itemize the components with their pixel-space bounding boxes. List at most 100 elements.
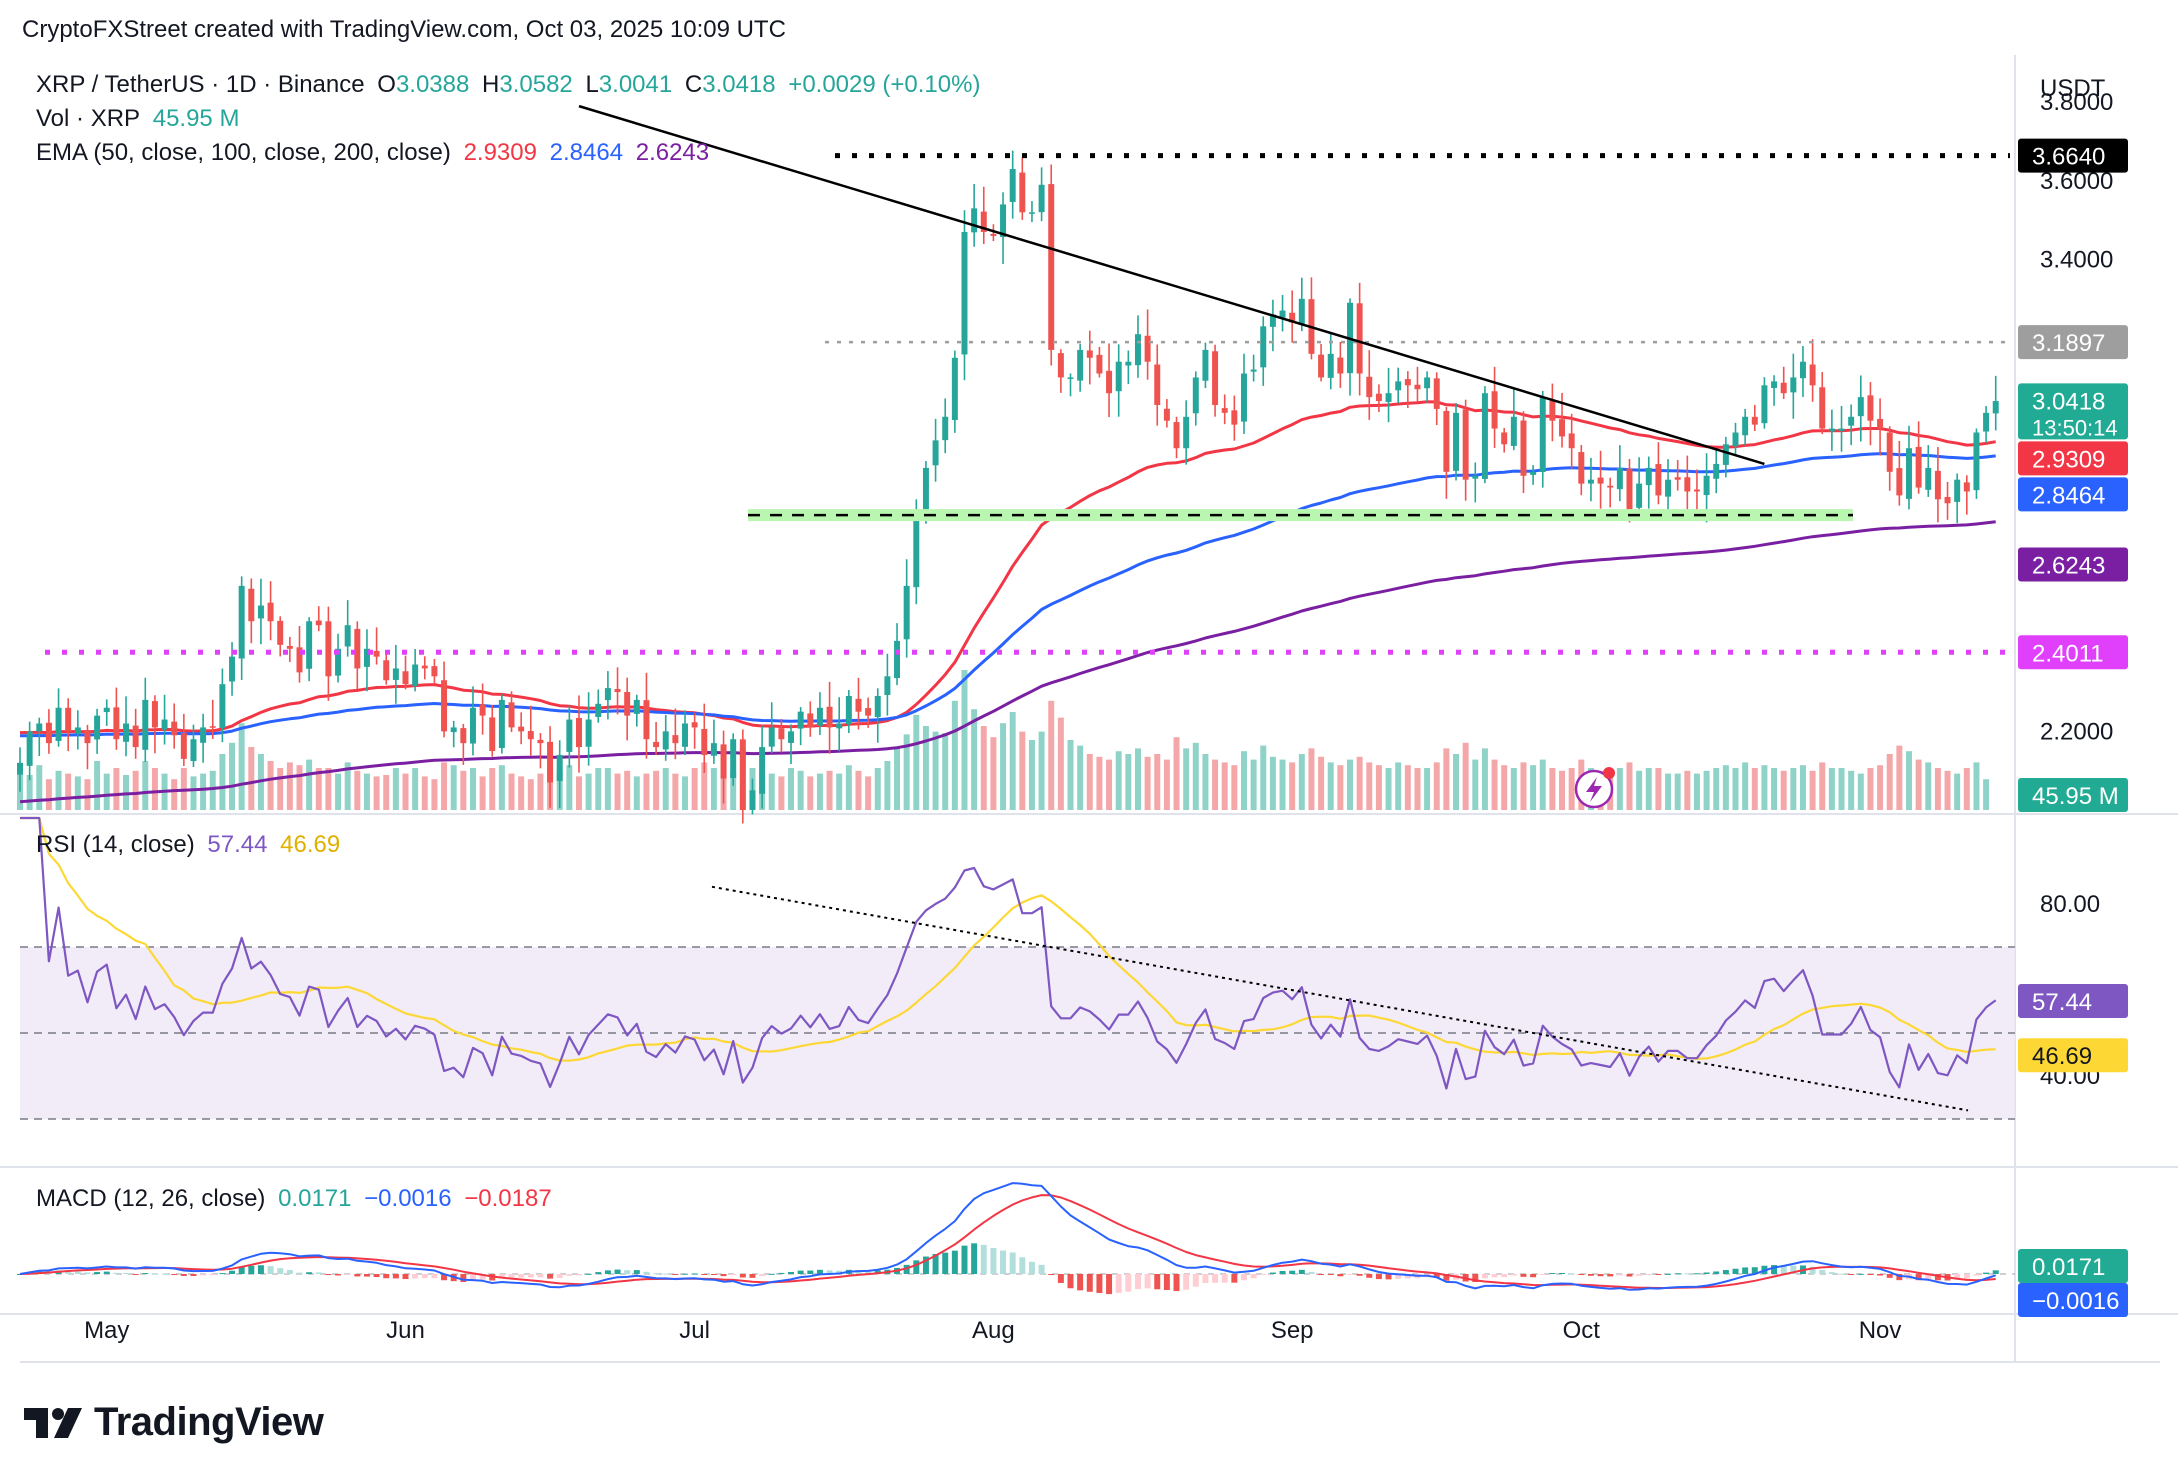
macd-histogram-bar	[836, 1270, 843, 1274]
volume-bar	[1771, 768, 1778, 810]
candle	[1761, 377, 1768, 429]
volume-bar	[1713, 768, 1720, 810]
descending-trendline[interactable]	[578, 104, 1765, 466]
macd-histogram-bar	[1925, 1274, 1932, 1280]
candle-body	[190, 739, 197, 762]
macd-histogram-bar	[585, 1273, 592, 1275]
candle-body	[662, 731, 669, 750]
symbol-legend[interactable]: XRP / TetherUS · 1D · Binance O3.0388 H3…	[36, 71, 986, 99]
candle	[1106, 343, 1113, 418]
badge-ema-50-bg	[2018, 441, 2128, 476]
badge-resistance[interactable]: 3.6640	[2018, 138, 2128, 173]
badge-macd-line[interactable]: −0.0016	[2018, 1283, 2128, 1317]
badge-rsi[interactable]: 57.44	[2018, 984, 2128, 1019]
volume-bar	[1192, 742, 1199, 810]
macd-histogram-bar	[1086, 1274, 1093, 1292]
candle	[1713, 448, 1720, 494]
macd-histogram-bar	[1260, 1274, 1267, 1276]
volume-bar	[142, 761, 149, 810]
volume-bar	[1077, 745, 1084, 810]
candle	[219, 668, 226, 743]
macd-histogram-bar	[1048, 1274, 1055, 1275]
candle-body	[691, 722, 698, 728]
macd-histogram-bar	[1250, 1274, 1257, 1279]
candle	[94, 708, 101, 754]
volume-bar	[325, 768, 332, 810]
volume-bar	[45, 779, 52, 810]
candle	[1771, 375, 1778, 406]
candle-body	[1134, 334, 1141, 366]
candle	[1366, 350, 1373, 420]
badge-ema-50[interactable]: 2.9309	[2018, 441, 2128, 476]
candle	[1125, 350, 1132, 384]
candle-body	[701, 728, 708, 755]
candle-body	[508, 702, 515, 728]
badge-rsi-ma[interactable]: 46.69	[2018, 1038, 2128, 1073]
macd-histogram-bar	[633, 1270, 640, 1274]
candle-body	[1915, 446, 1922, 488]
macd-histogram-bar	[229, 1270, 236, 1274]
rsi-descending-trendline[interactable]	[711, 885, 1969, 1112]
macd-hist-legend-value: 0.0171	[278, 1185, 352, 1212]
candle-body	[739, 739, 746, 810]
volume-bar	[26, 775, 33, 810]
candle	[1799, 345, 1806, 398]
macd-legend[interactable]: MACD (12, 26, close) 0.0171 −0.0016 −0.0…	[36, 1185, 558, 1213]
currency-label[interactable]: USDT	[2040, 75, 2106, 102]
candle	[855, 677, 862, 730]
candle-body	[1838, 428, 1845, 431]
candle	[749, 778, 756, 815]
time-axis-tick: Jun	[386, 1317, 425, 1344]
badge-support[interactable]: 2.4011	[2018, 635, 2128, 670]
candle-body	[1163, 408, 1170, 421]
macd-histogram-bar	[1269, 1272, 1276, 1274]
badge-macd-hist[interactable]: 0.0171	[2018, 1249, 2128, 1283]
rsi-legend-value: 57.44	[207, 831, 268, 858]
candle-body	[469, 707, 476, 744]
badge-last-price-countdown: 13:50:14	[2032, 415, 2118, 440]
candle-body	[1019, 172, 1026, 213]
volume-bar	[441, 762, 448, 810]
candle	[585, 692, 592, 766]
badge-volume[interactable]: 45.95 M	[2018, 778, 2128, 812]
volume-bar	[190, 776, 197, 810]
volume-bar	[1665, 773, 1672, 810]
macd-histogram-bar	[1077, 1274, 1084, 1291]
macd-histogram-bar	[1934, 1274, 1941, 1281]
badge-level[interactable]: 3.1897	[2018, 325, 2128, 360]
candle-body	[363, 648, 370, 667]
macd-histogram-bar	[1433, 1274, 1440, 1278]
rsi-legend-label: RSI (14, close)	[36, 831, 195, 858]
macd-histogram-bar	[498, 1274, 505, 1279]
candle	[1048, 164, 1055, 366]
candle-body	[1799, 361, 1806, 379]
macd-histogram-bar	[826, 1270, 833, 1274]
macd-histogram-bar	[113, 1272, 120, 1274]
badge-volume-bg	[2018, 778, 2128, 812]
ema-legend[interactable]: EMA (50, close, 100, close, 200, close) …	[36, 139, 715, 167]
candle-body	[1260, 326, 1267, 368]
symbol-title[interactable]: XRP / TetherUS · 1D · Binance	[36, 71, 365, 98]
badge-ema-200[interactable]: 2.6243	[2018, 547, 2128, 582]
volume-bar	[1877, 765, 1884, 810]
rsi-legend[interactable]: RSI (14, close) 57.44 46.69	[36, 831, 346, 859]
candle	[277, 616, 284, 657]
badge-ema-100[interactable]: 2.8464	[2018, 477, 2128, 512]
candle-body	[344, 625, 351, 647]
candle-body	[1028, 212, 1035, 214]
lightning-icon[interactable]	[1574, 767, 1615, 809]
candle	[1395, 367, 1402, 404]
volume-bar	[103, 773, 110, 810]
candle-body	[1684, 477, 1691, 492]
volume-bar	[884, 761, 891, 810]
candle-body	[1963, 482, 1970, 492]
macd-histogram-bar	[797, 1270, 804, 1274]
volume-bar	[595, 768, 602, 810]
volume-legend[interactable]: Vol · XRP 45.95 M	[36, 105, 245, 133]
candle	[604, 671, 611, 720]
candle-body	[1491, 391, 1498, 429]
macd-histogram-bar	[710, 1274, 717, 1275]
macd-histogram-bar	[180, 1274, 187, 1276]
